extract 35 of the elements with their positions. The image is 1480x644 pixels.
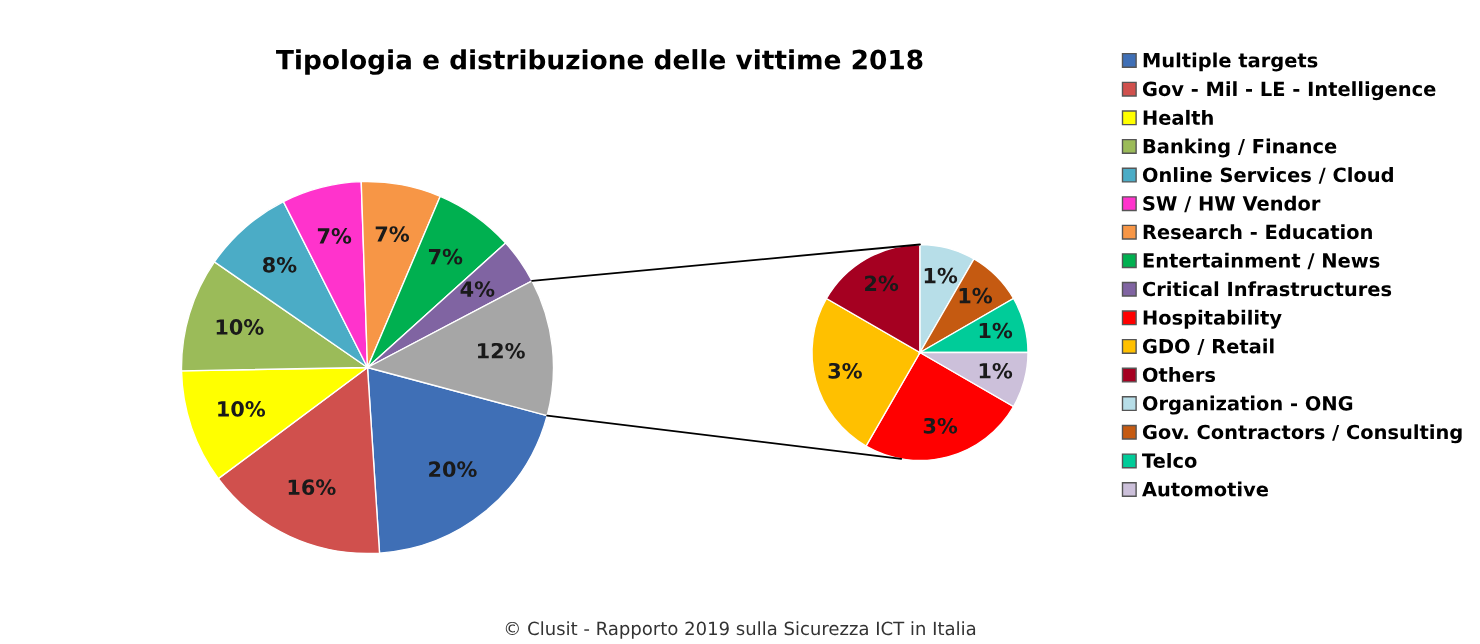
data-label: 7% xyxy=(317,228,352,244)
legend-label: Gov. Contractors / Consulting xyxy=(1142,424,1462,444)
data-label: 3% xyxy=(828,362,862,379)
legend-label: Hospitability xyxy=(1143,309,1282,329)
data-label: 1% xyxy=(979,322,1013,339)
legend-label: Critical Infrastructures xyxy=(1142,281,1392,297)
text: © Clusit - Rapporto 2019 sulla Sicurezza ICT in Italia xyxy=(505,621,976,639)
legend-label: Online Services / Cloud xyxy=(1142,167,1393,184)
data-label: 4% xyxy=(460,281,495,297)
data-label: 10% xyxy=(218,401,266,417)
chart-title: Tipologia e distribuzione delle vittime 2018 xyxy=(276,49,923,75)
legend-label: Multiple targets xyxy=(1143,52,1318,72)
legend-label: Health xyxy=(1143,109,1213,125)
legend-label: Organization - ONG xyxy=(1142,395,1353,415)
legend-label: Others xyxy=(1142,367,1216,383)
data-label: 8% xyxy=(262,256,297,273)
data-label: 2% xyxy=(865,275,899,292)
legend-label: Entertainment / News xyxy=(1143,252,1380,270)
legend-label: Banking / Finance xyxy=(1143,138,1337,158)
legend-label: Telco xyxy=(1142,452,1197,469)
data-label: 20% xyxy=(429,461,477,478)
data-label: 12% xyxy=(478,342,525,359)
data-label: 1% xyxy=(979,362,1013,379)
data-label: 3% xyxy=(923,417,958,434)
data-label: 10% xyxy=(216,319,264,335)
legend-label: Research - Education xyxy=(1143,224,1372,240)
data-label: 7% xyxy=(375,226,410,242)
legend-label: SW / HW Vendor xyxy=(1143,195,1321,213)
data-label: 16% xyxy=(288,479,336,496)
legend-label: GDO / Retail xyxy=(1142,338,1274,356)
data-label: 7% xyxy=(428,248,463,265)
legend-label: Automotive xyxy=(1142,481,1268,497)
legend-label: Gov - Mil - LE - Intelligence xyxy=(1142,81,1436,101)
data-label: 1% xyxy=(959,287,993,304)
data-label: 1% xyxy=(924,267,958,284)
